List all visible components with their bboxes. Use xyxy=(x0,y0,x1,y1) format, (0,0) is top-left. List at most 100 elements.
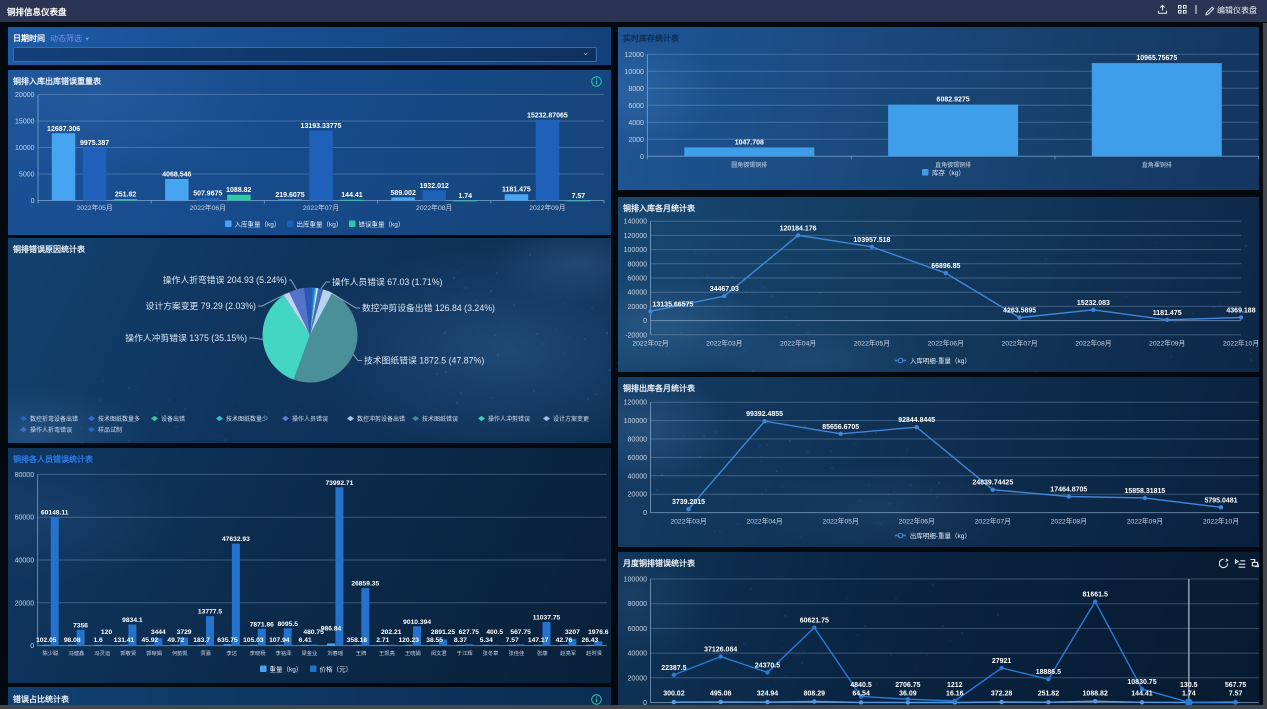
svg-text:李晓杨: 李晓杨 xyxy=(250,649,266,657)
svg-text:12000: 12000 xyxy=(624,52,644,59)
svg-text:操作人冲剪错误 1375 (35.15%): 操作人冲剪错误 1375 (35.15%) xyxy=(125,332,247,343)
svg-text:数控冲剪设备出错 126.84 (3.24%): 数控冲剪设备出错 126.84 (3.24%) xyxy=(362,302,495,313)
svg-text:300.02: 300.02 xyxy=(663,691,685,698)
svg-text:12687.306: 12687.306 xyxy=(47,126,80,133)
svg-text:147.17: 147.17 xyxy=(528,637,549,644)
svg-text:60621.75: 60621.75 xyxy=(800,618,829,625)
svg-text:120000: 120000 xyxy=(624,233,647,240)
svg-text:0: 0 xyxy=(643,700,647,707)
svg-text:38.55: 38.55 xyxy=(426,637,443,644)
svg-text:1.6: 1.6 xyxy=(93,637,103,644)
svg-text:202.21: 202.21 xyxy=(381,629,402,636)
svg-text:0: 0 xyxy=(30,643,34,650)
svg-text:80000: 80000 xyxy=(15,472,35,479)
svg-text:3739.2015: 3739.2015 xyxy=(672,499,705,506)
svg-text:36.09: 36.09 xyxy=(899,691,917,698)
svg-text:出库明细-重量（kg）: 出库明细-重量（kg） xyxy=(910,531,971,540)
svg-text:85656.6705: 85656.6705 xyxy=(822,424,859,431)
svg-text:100000: 100000 xyxy=(624,247,647,254)
svg-text:2706.75: 2706.75 xyxy=(895,682,920,689)
svg-text:2022年05月: 2022年05月 xyxy=(76,203,112,212)
svg-text:0: 0 xyxy=(643,318,647,325)
svg-text:589.002: 589.002 xyxy=(391,190,416,197)
svg-text:李达: 李达 xyxy=(226,649,237,657)
svg-text:100000: 100000 xyxy=(624,418,647,425)
svg-text:40000: 40000 xyxy=(15,558,35,565)
svg-text:冯灵运: 冯灵运 xyxy=(94,649,111,657)
svg-text:10000: 10000 xyxy=(624,69,644,76)
svg-text:数控冲剪设备出错: 数控冲剪设备出错 xyxy=(357,415,405,423)
svg-text:2022年09月: 2022年09月 xyxy=(529,203,565,212)
svg-text:2.71: 2.71 xyxy=(376,637,389,644)
svg-text:2022年05月: 2022年05月 xyxy=(854,339,890,348)
svg-text:7356: 7356 xyxy=(73,622,88,629)
svg-text:400.5: 400.5 xyxy=(486,629,503,636)
svg-text:986.84: 986.84 xyxy=(321,626,342,633)
svg-text:王牌: 王牌 xyxy=(356,649,367,657)
svg-text:错误重量（kg）: 错误重量（kg） xyxy=(359,220,405,229)
svg-text:5000: 5000 xyxy=(19,172,35,179)
svg-text:2022年08月: 2022年08月 xyxy=(416,203,452,212)
svg-text:372.28: 372.28 xyxy=(991,691,1013,698)
svg-text:15000: 15000 xyxy=(15,119,35,126)
svg-text:567.75: 567.75 xyxy=(510,629,531,636)
svg-text:60000: 60000 xyxy=(628,276,648,283)
svg-text:数控折弯设备出错: 数控折弯设备出错 xyxy=(30,415,78,423)
svg-text:4000: 4000 xyxy=(628,120,644,127)
svg-text:入库重量（kg）: 入库重量（kg） xyxy=(235,220,281,229)
svg-text:冯健鑫: 冯健鑫 xyxy=(68,649,85,657)
svg-text:251.82: 251.82 xyxy=(115,192,137,199)
svg-text:15232.083: 15232.083 xyxy=(1077,300,1110,307)
svg-text:131.41: 131.41 xyxy=(114,637,135,644)
svg-text:11037.75: 11037.75 xyxy=(533,615,561,622)
svg-text:2891.25: 2891.25 xyxy=(431,629,455,636)
svg-text:60000: 60000 xyxy=(628,626,648,633)
svg-text:2022年10月: 2022年10月 xyxy=(1223,339,1259,348)
svg-text:4263.5895: 4263.5895 xyxy=(1003,308,1036,315)
svg-text:15858.31815: 15858.31815 xyxy=(1124,488,1165,495)
svg-text:64.54: 64.54 xyxy=(852,691,870,698)
svg-text:2022年08月: 2022年08月 xyxy=(1051,517,1087,526)
svg-text:358.18: 358.18 xyxy=(347,637,368,644)
svg-text:2022年05月: 2022年05月 xyxy=(823,517,859,526)
svg-text:120.23: 120.23 xyxy=(398,637,419,644)
svg-text:张佳佳: 张佳佳 xyxy=(508,649,525,657)
svg-text:技术图纸错误 1872.5 (47.87%): 技术图纸错误 1872.5 (47.87%) xyxy=(364,355,484,366)
svg-text:3729: 3729 xyxy=(177,629,192,636)
svg-text:6000: 6000 xyxy=(628,103,644,110)
svg-text:10830.75: 10830.75 xyxy=(1127,679,1156,686)
svg-text:赵时贤: 赵时贤 xyxy=(586,649,603,657)
svg-text:梁金业: 梁金业 xyxy=(301,649,317,657)
svg-text:100000: 100000 xyxy=(624,577,647,584)
svg-text:37126.084: 37126.084 xyxy=(704,647,737,654)
svg-text:2022年02月: 2022年02月 xyxy=(632,339,668,348)
svg-text:0: 0 xyxy=(643,510,647,517)
svg-text:16.16: 16.16 xyxy=(946,691,964,698)
svg-text:40000: 40000 xyxy=(628,651,648,658)
svg-text:操作人员错误 67.03 (1.71%): 操作人员错误 67.03 (1.71%) xyxy=(332,276,443,287)
svg-text:入库明细-重量（kg）: 入库明细-重量（kg） xyxy=(910,356,971,365)
svg-text:40000: 40000 xyxy=(628,473,648,480)
svg-text:2022年07月: 2022年07月 xyxy=(975,517,1011,526)
svg-text:24839.74425: 24839.74425 xyxy=(972,480,1013,487)
svg-text:80000: 80000 xyxy=(628,261,648,268)
svg-text:设计方案变更: 设计方案变更 xyxy=(553,415,589,423)
svg-text:操作人员错误: 操作人员错误 xyxy=(292,415,328,423)
svg-text:144.41: 144.41 xyxy=(341,192,363,199)
svg-text:45.92: 45.92 xyxy=(142,637,159,644)
svg-text:9010.394: 9010.394 xyxy=(403,619,431,626)
svg-text:26859.35: 26859.35 xyxy=(351,581,379,588)
svg-text:闵文君: 闵文君 xyxy=(431,649,448,657)
svg-text:49.72: 49.72 xyxy=(167,637,184,644)
svg-text:15232.87065: 15232.87065 xyxy=(527,112,568,119)
svg-text:设计方案变更 79.29 (2.03%): 设计方案变更 79.29 (2.03%) xyxy=(146,300,257,311)
svg-text:1047.708: 1047.708 xyxy=(735,139,764,146)
svg-text:18886.5: 18886.5 xyxy=(1036,669,1061,676)
svg-text:140000: 140000 xyxy=(624,219,647,226)
svg-text:3207: 3207 xyxy=(565,629,580,636)
svg-text:24370.5: 24370.5 xyxy=(755,662,780,669)
svg-text:22387.5: 22387.5 xyxy=(661,665,686,672)
svg-text:设备出错: 设备出错 xyxy=(161,415,185,423)
svg-text:2022年07月: 2022年07月 xyxy=(303,203,339,212)
svg-text:4369.188: 4369.188 xyxy=(1226,308,1255,315)
